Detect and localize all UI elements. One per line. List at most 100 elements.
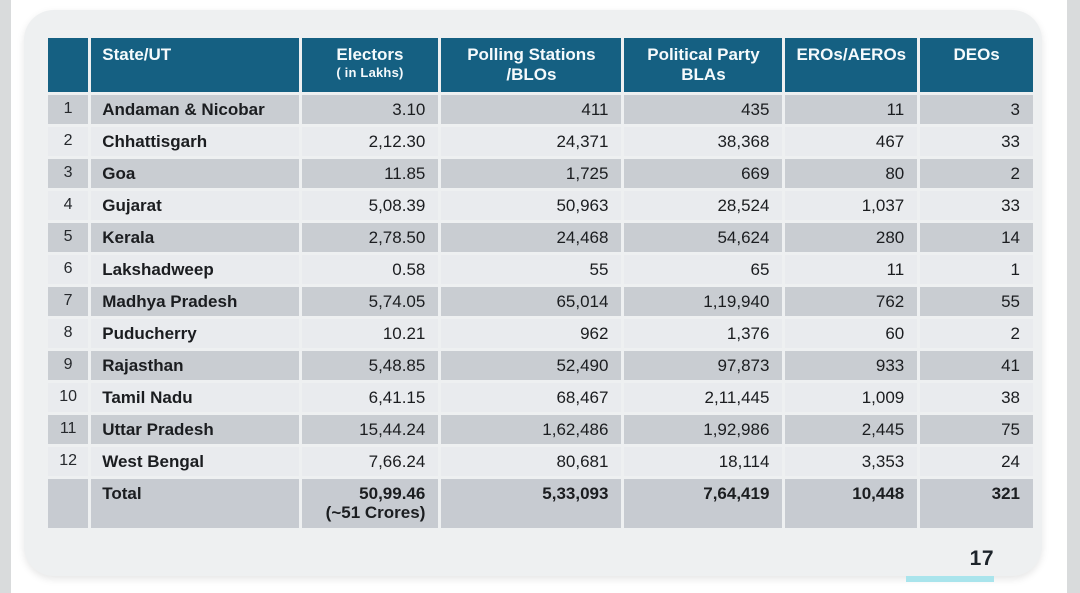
electors-value: 6,41.15 <box>301 382 439 412</box>
table-row: 10 Tamil Nadu 6,41.15 68,467 2,11,445 1,… <box>48 382 1033 412</box>
total-polling-stations-value: 5,33,093 <box>441 478 622 528</box>
table-row: 2 Chhattisgarh 2,12.30 24,371 38,368 467… <box>48 126 1033 156</box>
deos-value: 41 <box>920 350 1033 380</box>
electors-value: 5,08.39 <box>301 190 439 220</box>
state-name: Chhattisgarh <box>91 126 299 156</box>
electors-value: 7,66.24 <box>301 446 439 476</box>
total-electors-line1: 50,99.46 <box>359 483 426 503</box>
viewer-edge-left <box>0 0 11 593</box>
electors-value: 2,12.30 <box>301 126 439 156</box>
electors-value: 15,44.24 <box>301 414 439 444</box>
col-header-index <box>48 38 89 92</box>
total-electors-value: 50,99.46 (~51 Crores) <box>301 478 439 528</box>
col-header-electors-line2: ( in Lakhs) <box>336 65 404 81</box>
total-label: Total <box>91 478 299 528</box>
polling-stations-value: 80,681 <box>441 446 622 476</box>
row-number: 7 <box>48 286 89 316</box>
table-row: 3 Goa 11.85 1,725 669 80 2 <box>48 158 1033 188</box>
eros-value: 1,009 <box>785 382 918 412</box>
row-number: 2 <box>48 126 89 156</box>
deos-value: 75 <box>920 414 1033 444</box>
total-eros-value: 10,448 <box>785 478 918 528</box>
eros-value: 80 <box>785 158 918 188</box>
polling-stations-value: 50,963 <box>441 190 622 220</box>
table-row: 11 Uttar Pradesh 15,44.24 1,62,486 1,92,… <box>48 414 1033 444</box>
electors-value: 5,74.05 <box>301 286 439 316</box>
state-name: Rajasthan <box>91 350 299 380</box>
polling-stations-value: 1,725 <box>441 158 622 188</box>
row-number: 5 <box>48 222 89 252</box>
blas-value: 1,19,940 <box>624 286 783 316</box>
col-header-polling: Polling Stations /BLOs <box>441 38 622 92</box>
polling-stations-value: 24,468 <box>441 222 622 252</box>
col-header-state: State/UT <box>91 38 299 92</box>
blas-value: 435 <box>624 94 783 124</box>
polling-stations-value: 1,62,486 <box>441 414 622 444</box>
accent-underline-bar <box>906 576 994 582</box>
blas-value: 97,873 <box>624 350 783 380</box>
table-row: 8 Puducherry 10.21 962 1,376 60 2 <box>48 318 1033 348</box>
slide-card: State/UT Electors ( in Lakhs) Polling St… <box>24 10 1042 582</box>
deos-value: 2 <box>920 318 1033 348</box>
electors-value: 10.21 <box>301 318 439 348</box>
eros-value: 933 <box>785 350 918 380</box>
row-number: 8 <box>48 318 89 348</box>
state-name: Kerala <box>91 222 299 252</box>
blas-value: 18,114 <box>624 446 783 476</box>
eros-value: 467 <box>785 126 918 156</box>
deos-value: 33 <box>920 126 1033 156</box>
table-row: 4 Gujarat 5,08.39 50,963 28,524 1,037 33 <box>48 190 1033 220</box>
blas-value: 38,368 <box>624 126 783 156</box>
deos-value: 38 <box>920 382 1033 412</box>
slide-page-number: 17 <box>969 547 994 570</box>
deos-value: 24 <box>920 446 1033 476</box>
table-row: 6 Lakshadweep 0.58 55 65 11 1 <box>48 254 1033 284</box>
col-header-deos: DEOs <box>920 38 1033 92</box>
eros-value: 762 <box>785 286 918 316</box>
table-total-row: Total 50,99.46 (~51 Crores) 5,33,093 7,6… <box>48 478 1033 528</box>
table-row: 1 Andaman & Nicobar 3.10 411 435 11 3 <box>48 94 1033 124</box>
row-number: 6 <box>48 254 89 284</box>
electoral-stats-table: State/UT Electors ( in Lakhs) Polling St… <box>45 35 1036 531</box>
polling-stations-value: 55 <box>441 254 622 284</box>
polling-stations-value: 24,371 <box>441 126 622 156</box>
electors-value: 3.10 <box>301 94 439 124</box>
row-number: 1 <box>48 94 89 124</box>
electors-value: 11.85 <box>301 158 439 188</box>
table-row: 9 Rajasthan 5,48.85 52,490 97,873 933 41 <box>48 350 1033 380</box>
state-name: Tamil Nadu <box>91 382 299 412</box>
blas-value: 1,376 <box>624 318 783 348</box>
total-blas-value: 7,64,419 <box>624 478 783 528</box>
blas-value: 28,524 <box>624 190 783 220</box>
polling-stations-value: 411 <box>441 94 622 124</box>
state-name: Madhya Pradesh <box>91 286 299 316</box>
viewer-edge-right <box>1067 0 1080 593</box>
row-number: 11 <box>48 414 89 444</box>
total-deos-value: 321 <box>920 478 1033 528</box>
table-row: 5 Kerala 2,78.50 24,468 54,624 280 14 <box>48 222 1033 252</box>
blas-value: 2,11,445 <box>624 382 783 412</box>
total-electors-line2: (~51 Crores) <box>325 503 426 523</box>
blas-value: 54,624 <box>624 222 783 252</box>
deos-value: 1 <box>920 254 1033 284</box>
table-header: State/UT Electors ( in Lakhs) Polling St… <box>48 38 1033 92</box>
deos-value: 14 <box>920 222 1033 252</box>
col-header-eros: EROs/AEROs <box>785 38 918 92</box>
eros-value: 11 <box>785 94 918 124</box>
polling-stations-value: 68,467 <box>441 382 622 412</box>
deos-value: 55 <box>920 286 1033 316</box>
col-header-polling-line1: Polling Stations <box>467 45 596 64</box>
state-name: Lakshadweep <box>91 254 299 284</box>
table-row: 12 West Bengal 7,66.24 80,681 18,114 3,3… <box>48 446 1033 476</box>
electors-value: 5,48.85 <box>301 350 439 380</box>
eros-value: 3,353 <box>785 446 918 476</box>
row-number: 3 <box>48 158 89 188</box>
col-header-electors-line1: Electors <box>336 45 404 64</box>
state-name: Gujarat <box>91 190 299 220</box>
electors-value: 2,78.50 <box>301 222 439 252</box>
polling-stations-value: 52,490 <box>441 350 622 380</box>
table-row: 7 Madhya Pradesh 5,74.05 65,014 1,19,940… <box>48 286 1033 316</box>
electors-value: 0.58 <box>301 254 439 284</box>
blas-value: 669 <box>624 158 783 188</box>
